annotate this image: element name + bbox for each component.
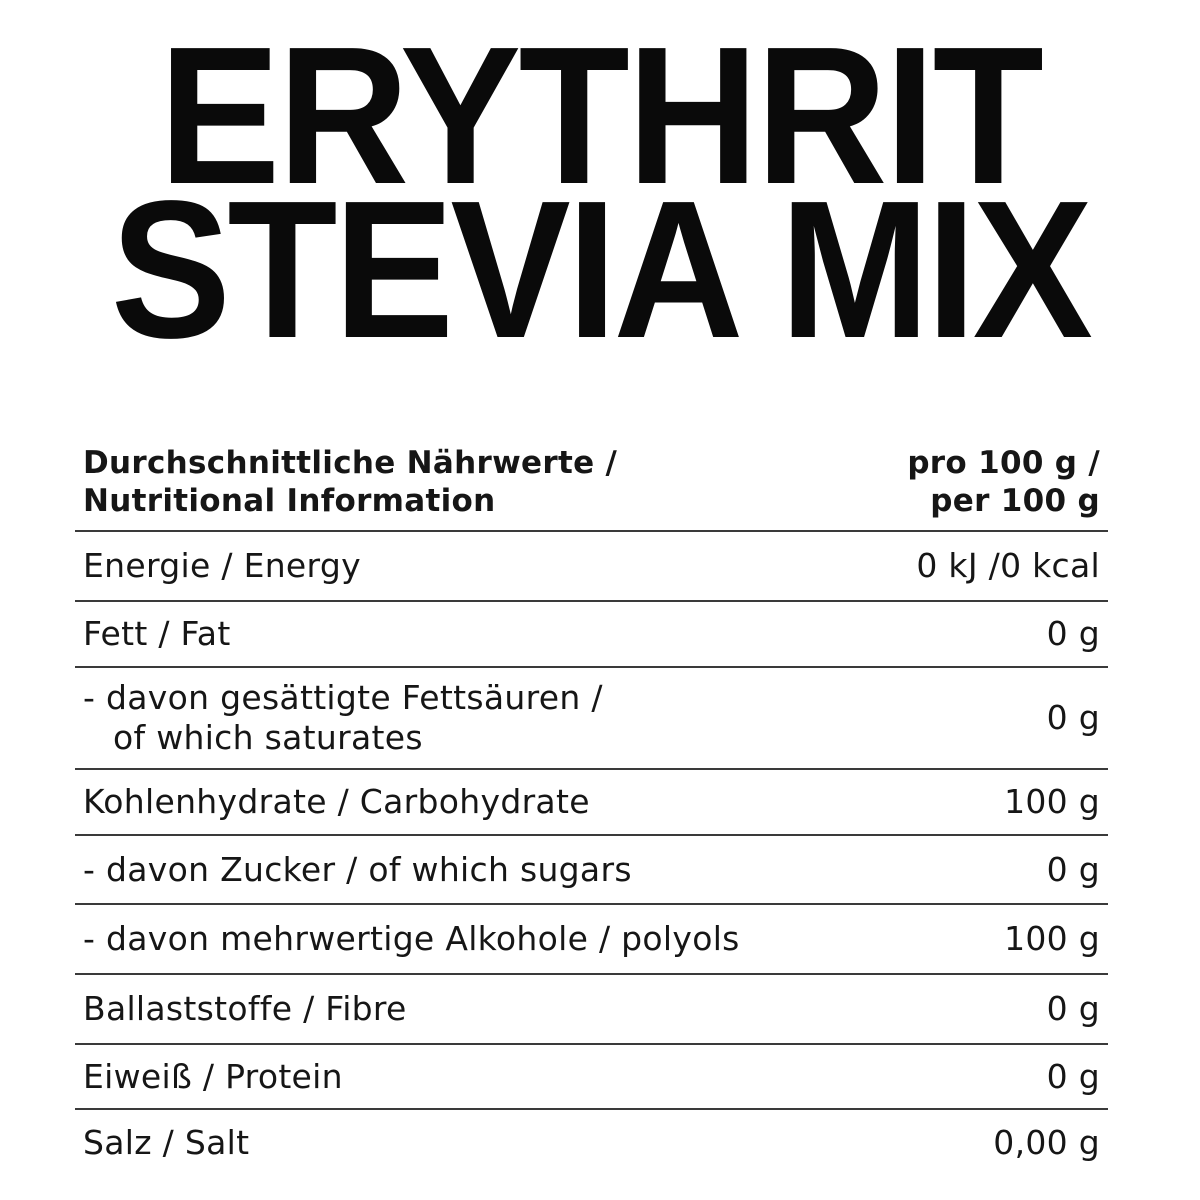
table-row: Ballaststoffe / Fibre 0 g bbox=[75, 975, 1108, 1045]
header-label-de: Durchschnittliche Nährwerte / bbox=[83, 445, 618, 481]
table-row: - davon mehrwertige Alkohole / polyols 1… bbox=[75, 905, 1108, 975]
header-value-de: pro 100 g / bbox=[907, 445, 1100, 481]
row-value: 100 g bbox=[1004, 782, 1100, 821]
header-label: Durchschnittliche Nährwerte / Nutritiona… bbox=[83, 444, 617, 520]
row-label: Eiweiß / Protein bbox=[83, 1056, 343, 1096]
table-row: - davon Zucker / of which sugars 0 g bbox=[75, 836, 1108, 905]
row-value: 0 g bbox=[1046, 989, 1100, 1028]
table-header: Durchschnittliche Nährwerte / Nutritiona… bbox=[75, 440, 1108, 532]
row-label: Fett / Fat bbox=[83, 614, 231, 653]
nutrition-table: Durchschnittliche Nährwerte / Nutritiona… bbox=[75, 440, 1108, 1176]
row-label: Energie / Energy bbox=[83, 546, 361, 585]
row-value: 100 g bbox=[1004, 919, 1100, 958]
header-label-en: Nutritional Information bbox=[83, 483, 496, 519]
header-value: pro 100 g / per 100 g bbox=[907, 444, 1100, 520]
table-row: Kohlenhydrate / Carbohydrate 100 g bbox=[75, 770, 1108, 836]
row-value: 0 kJ /0 kcal bbox=[916, 546, 1100, 585]
table-row: - davon gesättigte Fettsäuren / of which… bbox=[75, 668, 1108, 770]
row-value: 0,00 g bbox=[993, 1123, 1100, 1162]
row-label: Kohlenhydrate / Carbohydrate bbox=[83, 782, 590, 821]
table-row: Eiweiß / Protein 0 g bbox=[75, 1045, 1108, 1110]
header-value-en: per 100 g bbox=[930, 483, 1100, 519]
table-row: Salz / Salt 0,00 g bbox=[75, 1110, 1108, 1176]
row-value: 0 g bbox=[1046, 849, 1100, 889]
row-label: Ballaststoffe / Fibre bbox=[83, 989, 407, 1028]
row-label: - davon mehrwertige Alkohole / polyols bbox=[83, 919, 740, 958]
row-label-de: - davon gesättigte Fettsäuren / bbox=[83, 678, 603, 717]
row-label-en: of which saturates bbox=[113, 718, 423, 757]
row-value: 0 g bbox=[1046, 614, 1100, 653]
product-title-line-2: STEVIA MIX bbox=[110, 160, 1093, 379]
product-title-line-1: ERYTHRIT bbox=[158, 6, 1044, 225]
row-label: Salz / Salt bbox=[83, 1123, 250, 1162]
row-label: - davon gesättigte Fettsäuren / of which… bbox=[83, 678, 603, 758]
row-label: - davon Zucker / of which sugars bbox=[83, 849, 632, 889]
table-row: Fett / Fat 0 g bbox=[75, 602, 1108, 668]
row-value: 0 g bbox=[1046, 698, 1100, 737]
row-value: 0 g bbox=[1046, 1056, 1100, 1096]
table-row: Energie / Energy 0 kJ /0 kcal bbox=[75, 532, 1108, 602]
